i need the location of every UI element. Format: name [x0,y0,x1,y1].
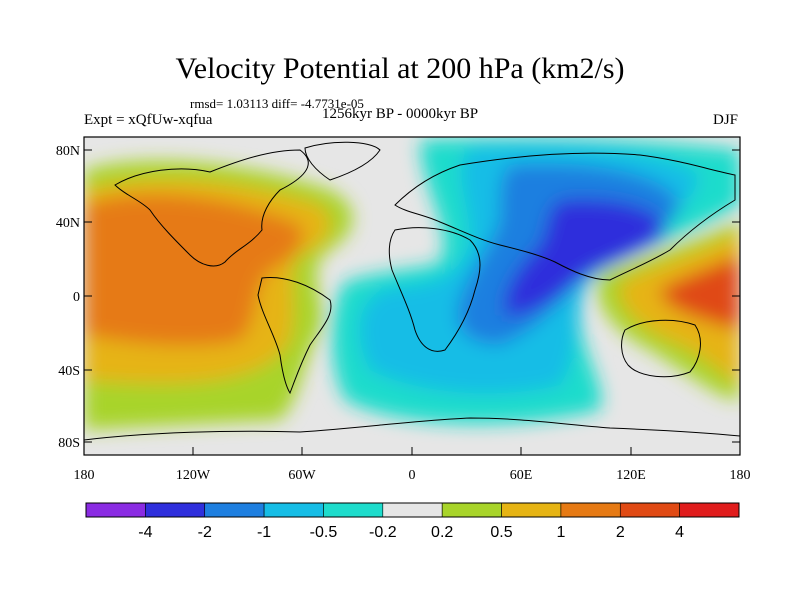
period-label: 1256kyr BP - 0000kyr BP [322,106,479,122]
colorbar-swatch [382,502,443,518]
colorbar-label: 4 [675,524,684,541]
colorbar-label: -2 [198,524,212,541]
positive-region-high-west [84,194,303,346]
coast-north-america [114,149,309,267]
lat-tick-label: 0 [73,290,80,305]
contour-field [84,137,740,455]
longitude-labels: 180 120W 60W 0 60E 120E 180 [74,468,751,483]
experiment-label: Expt = xQfUw-xqfua [84,112,213,128]
lon-tick-label: 180 [730,468,751,483]
coast-south-america [257,276,332,395]
season-label: DJF [712,112,738,128]
rmsd-diff-line: rmsd= 1.03113 diff= -4.7731e-05 [190,96,364,111]
lat-tick-label: 80N [56,144,80,159]
colorbar-swatch [85,502,146,518]
lat-tick-label: 40S [58,364,80,379]
coastlines [84,141,740,441]
colorbar-label: -0.5 [310,524,338,541]
axis-ticks [83,149,741,455]
coast-africa [388,227,481,352]
lat-tick-label: 80S [58,436,80,451]
coast-eurasia [394,152,736,281]
colorbar-label: -4 [138,524,152,541]
colorbar-frame [85,502,740,518]
colorbar-label: 2 [616,524,625,541]
lon-tick-label: 120W [176,468,211,483]
colorbar: -4 -2 -1 -0.5 -0.2 0.2 0.5 1 2 4 [85,502,740,541]
lon-tick-label: 60E [510,468,533,483]
colorbar-swatch [560,502,621,518]
colorbar-swatch [679,502,740,518]
colorbar-swatch [441,502,502,518]
colorbar-swatch [145,502,206,518]
coast-australia [621,319,701,378]
colorbar-swatch [263,502,324,518]
colorbar-swatch [323,502,384,518]
lon-tick-label: 60W [288,468,316,483]
lon-tick-label: 180 [74,468,95,483]
colorbar-swatch [619,502,680,518]
colorbar-swatch [204,502,265,518]
colorbar-label: 0.2 [431,524,453,541]
colorbar-label: 1 [556,524,565,541]
lon-tick-label: 120E [616,468,646,483]
colorbar-label: 0.5 [490,524,512,541]
latitude-labels: 80N 40N 0 40S 80S [56,144,80,451]
map-title: Velocity Potential at 200 hPa (km2/s) [175,52,625,85]
colorbar-swatch [501,502,562,518]
negative-region-peak [504,199,666,316]
lat-tick-label: 40N [56,216,80,231]
coast-antarctica [84,417,740,441]
colorbar-label: -1 [257,524,271,541]
colorbar-label: -0.2 [369,524,397,541]
coast-greenland [304,141,381,181]
lon-tick-label: 0 [409,468,416,483]
positive-region-high-east [660,255,740,330]
